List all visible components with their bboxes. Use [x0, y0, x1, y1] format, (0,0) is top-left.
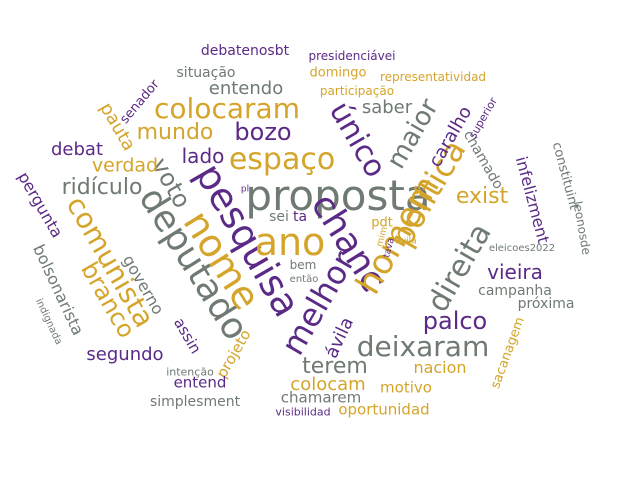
word-lado: lado [181, 144, 225, 168]
word-ano: ano [254, 220, 326, 264]
word-chamarem: chamarem [280, 388, 362, 407]
word-entendo: entendo [208, 78, 284, 99]
word-segundo: segundo [86, 344, 164, 365]
word-proxima: próxima [517, 296, 575, 312]
word-sei: sei [269, 209, 289, 225]
word-proposta: proposta [245, 171, 431, 220]
word-colocam: colocam [290, 374, 366, 395]
word-avila: avila [395, 236, 417, 247]
word-ta: ta [292, 209, 308, 225]
word-visibilidad: visibilidad [275, 405, 331, 419]
word-vieira: vieira [487, 260, 543, 284]
word-debatenosbt: debatenosbt [200, 43, 290, 59]
word-bozo: bozo [234, 118, 292, 146]
word-pergunta: pergunta [14, 168, 67, 242]
word-sacanagem: sacanagem [488, 315, 528, 391]
word-entend: entend [173, 373, 227, 392]
word-nacion: nacion [413, 358, 467, 377]
word-colocaram: colocaram [154, 92, 300, 125]
word-infelizment: infelizment [511, 154, 554, 246]
word-pl: pl [240, 184, 250, 195]
word-deixaram: deixaram [356, 330, 490, 363]
word-participacao: participação [319, 84, 395, 98]
word-assin: assin [170, 314, 205, 357]
word-verdad: verdad [91, 154, 159, 177]
word-mundo: mundo [136, 120, 214, 145]
word-pdt: pdt [371, 215, 393, 231]
word-bem: bem [289, 258, 317, 272]
word-exist: exist [455, 184, 509, 209]
word-motivo: motivo [380, 378, 432, 397]
word-situacao: situação [176, 65, 236, 81]
word-terem: terem [302, 354, 368, 379]
word-simplesment: simplesment [149, 394, 241, 410]
word-palco: palco [422, 307, 488, 335]
word-saber: saber [361, 97, 413, 118]
word-entao: então [289, 274, 319, 285]
word-intencao: intenção [166, 365, 214, 379]
word-bolsonarista: bolsonarista [29, 241, 88, 339]
word-domingo: domingo [309, 65, 367, 81]
word-campanha: campanha [478, 283, 552, 299]
word-direita: direita [420, 217, 499, 319]
word-oportunidad: oportunidad [338, 400, 430, 419]
word-ridiculo: ridículo [61, 175, 143, 200]
word-espaco: espaço [228, 142, 336, 177]
word-eleicoes2022: eleicoes2022 [488, 243, 556, 254]
word-representatividad: representatividad [379, 70, 487, 84]
word-leonosde: leonosde [570, 200, 594, 256]
word-debat: debat [50, 139, 104, 160]
word-presidenciavei: presidenciávei [308, 49, 396, 63]
